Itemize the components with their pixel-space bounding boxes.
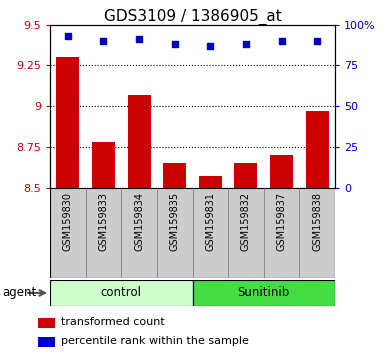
Bar [192, 188, 228, 278]
Text: Sunitinib: Sunitinib [238, 286, 290, 299]
Text: GSM159831: GSM159831 [205, 192, 215, 251]
Bar [163, 163, 186, 188]
Text: GSM159832: GSM159832 [241, 192, 251, 251]
Bar [192, 280, 335, 306]
Text: GSM159837: GSM159837 [276, 192, 286, 251]
Point [172, 41, 178, 47]
Text: percentile rank within the sample: percentile rank within the sample [61, 336, 249, 346]
Text: GSM159838: GSM159838 [312, 192, 322, 251]
Point [100, 38, 107, 44]
Bar [127, 95, 151, 188]
Bar [92, 142, 115, 188]
Bar [50, 280, 192, 306]
Bar [300, 188, 335, 278]
Bar [306, 111, 329, 188]
Bar [50, 188, 85, 278]
Point [207, 43, 213, 49]
Bar [157, 188, 192, 278]
Bar [234, 163, 258, 188]
Point [243, 41, 249, 47]
Bar [56, 57, 79, 188]
Text: transformed count: transformed count [61, 318, 165, 327]
Text: GSM159833: GSM159833 [99, 192, 109, 251]
Text: GSM159834: GSM159834 [134, 192, 144, 251]
Bar [38, 337, 55, 347]
Bar [228, 188, 264, 278]
Bar [199, 176, 222, 188]
Text: GSM159830: GSM159830 [63, 192, 73, 251]
Text: GSM159835: GSM159835 [170, 192, 180, 251]
Text: control: control [101, 286, 142, 299]
Point [136, 36, 142, 42]
Bar [264, 188, 300, 278]
Bar [270, 155, 293, 188]
Bar [121, 188, 157, 278]
Text: agent: agent [2, 286, 36, 299]
Title: GDS3109 / 1386905_at: GDS3109 / 1386905_at [104, 8, 281, 25]
Point [65, 33, 71, 39]
Point [278, 38, 285, 44]
Point [314, 38, 320, 44]
Bar [38, 318, 55, 328]
Bar [85, 188, 121, 278]
